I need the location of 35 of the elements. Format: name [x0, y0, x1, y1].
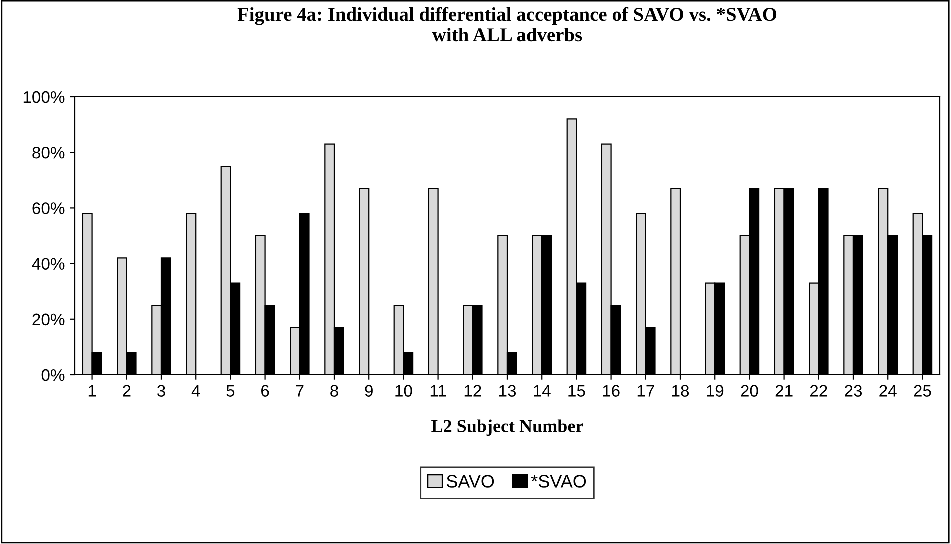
- x-tick-label: 10: [396, 385, 412, 397]
- y-tick-label: 40%: [32, 258, 65, 270]
- x-tick-label: 25: [914, 385, 932, 397]
- x-tick-label: 18: [672, 385, 690, 397]
- x-tick-label: 11: [430, 385, 446, 397]
- x-tick-label: 5: [226, 385, 235, 397]
- y-tick-label: 60%: [32, 202, 65, 214]
- x-tick-label: 22: [810, 385, 828, 397]
- legend-label: SAVO: [446, 475, 494, 488]
- x-tick-label: 7: [296, 385, 304, 397]
- x-tick-label: 6: [262, 385, 270, 397]
- x-tick-label: 8: [330, 385, 338, 397]
- x-tick-label: 17: [638, 385, 654, 397]
- x-tick-label: 3: [158, 385, 166, 397]
- x-tick-label: 16: [603, 385, 620, 397]
- x-tick-label: 2: [123, 385, 131, 397]
- y-tick-label: 20%: [32, 314, 65, 326]
- y-tick-label: 0%: [42, 369, 65, 382]
- x-tick-label: 15: [568, 385, 586, 397]
- x-tick-label: 4: [192, 385, 200, 397]
- x-tick-label: 12: [464, 385, 482, 397]
- y-tick-label: 100%: [24, 91, 65, 104]
- x-tick-label: 9: [365, 385, 373, 397]
- x-tick-label: 14: [534, 385, 551, 397]
- x-tick-label: 20: [741, 385, 758, 397]
- legend-label: *SVAO: [531, 475, 586, 488]
- x-tick-label: 23: [845, 385, 862, 397]
- x-tick-label: 24: [880, 385, 897, 397]
- x-tick-label: 19: [707, 385, 724, 397]
- x-tick-label: 13: [500, 385, 516, 397]
- x-axis-title: L2 Subject Number: [432, 420, 584, 436]
- x-tick-label: 1: [88, 385, 96, 397]
- chart-title: Figure 4a: Individual differential acceptance of SAVO vs. *SVAO with ALL adverbs: [238, 7, 777, 42]
- x-tick-label: 21: [776, 385, 793, 397]
- y-tick-label: 80%: [32, 147, 65, 159]
